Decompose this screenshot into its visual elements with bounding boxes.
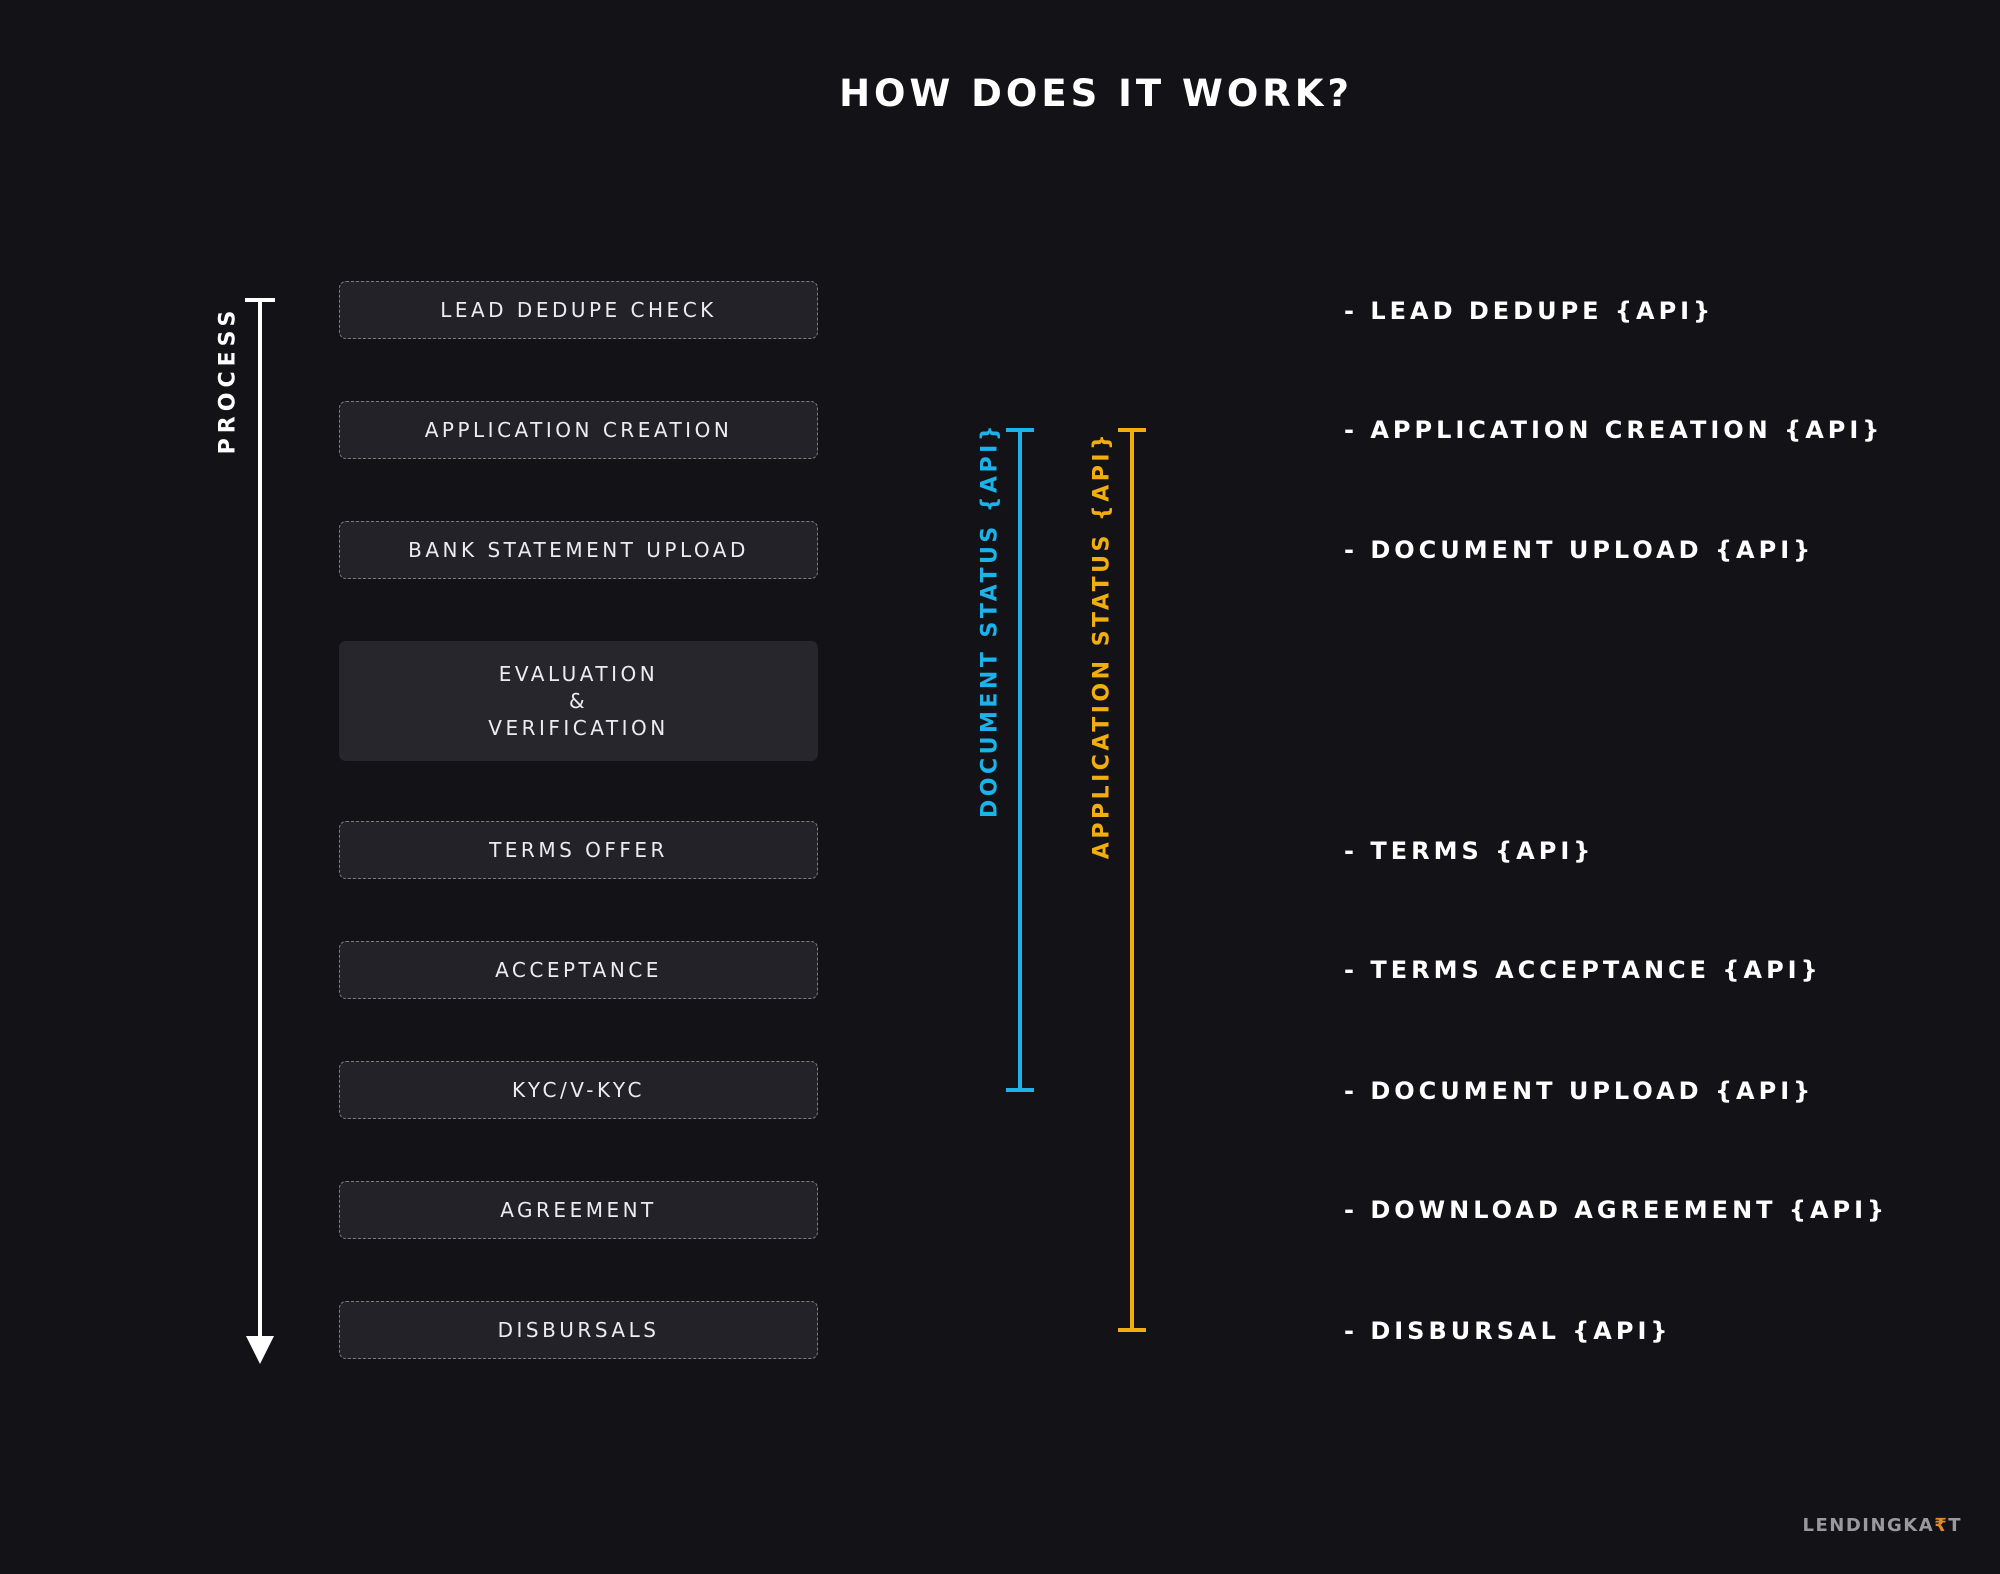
process-label: PROCESS	[215, 305, 241, 455]
api-document-upload: - DOCUMENT UPLOAD {API}	[1344, 536, 1815, 564]
lendingkart-logo: LENDINGKA₹T	[1803, 1515, 1963, 1536]
step-evaluation-line-1: EVALUATION	[498, 661, 659, 686]
api-download-agreement: - DOWNLOAD AGREEMENT {API}	[1344, 1196, 1889, 1224]
document-status-bar-bottom-cap	[1006, 1088, 1034, 1092]
step-application-creation: APPLICATION CREATION	[339, 401, 818, 459]
step-bank-statement-upload: BANK STATEMENT UPLOAD	[339, 521, 818, 579]
api-document-upload-2: - DOCUMENT UPLOAD {API}	[1344, 1077, 1815, 1105]
api-application-creation: - APPLICATION CREATION {API}	[1344, 416, 1884, 444]
page-title: HOW DOES IT WORK?	[839, 72, 1353, 115]
arrow-down-icon	[246, 1336, 274, 1364]
logo-text-prefix: LENDINGKA	[1802, 1515, 1935, 1536]
step-kyc: KYC/V-KYC	[339, 1061, 818, 1119]
application-status-label: APPLICATION STATUS {API}	[1089, 430, 1115, 860]
step-evaluation-line-2: &	[568, 688, 589, 713]
step-evaluation-line-3: VERIFICATION	[488, 715, 669, 740]
application-status-bar-bottom-cap	[1118, 1328, 1146, 1332]
step-lead-dedupe-check: LEAD DEDUPE CHECK	[339, 281, 818, 339]
step-disbursals: DISBURSALS	[339, 1301, 818, 1359]
api-terms: - TERMS {API}	[1344, 837, 1595, 865]
step-terms-offer: TERMS OFFER	[339, 821, 818, 879]
document-status-bar	[1018, 428, 1022, 1092]
api-lead-dedupe: - LEAD DEDUPE {API}	[1344, 297, 1715, 325]
application-status-bar	[1130, 428, 1134, 1332]
step-acceptance: ACCEPTANCE	[339, 941, 818, 999]
rupee-icon: ₹	[1934, 1515, 1949, 1536]
logo-text-suffix: T	[1948, 1515, 1962, 1536]
process-arrow-shaft	[258, 298, 262, 1338]
api-disbursal: - DISBURSAL {API}	[1344, 1317, 1672, 1345]
api-terms-acceptance: - TERMS ACCEPTANCE {API}	[1344, 956, 1822, 984]
document-status-label: DOCUMENT STATUS {API}	[977, 422, 1003, 818]
step-agreement: AGREEMENT	[339, 1181, 818, 1239]
step-evaluation-verification: EVALUATION & VERIFICATION	[339, 641, 818, 761]
